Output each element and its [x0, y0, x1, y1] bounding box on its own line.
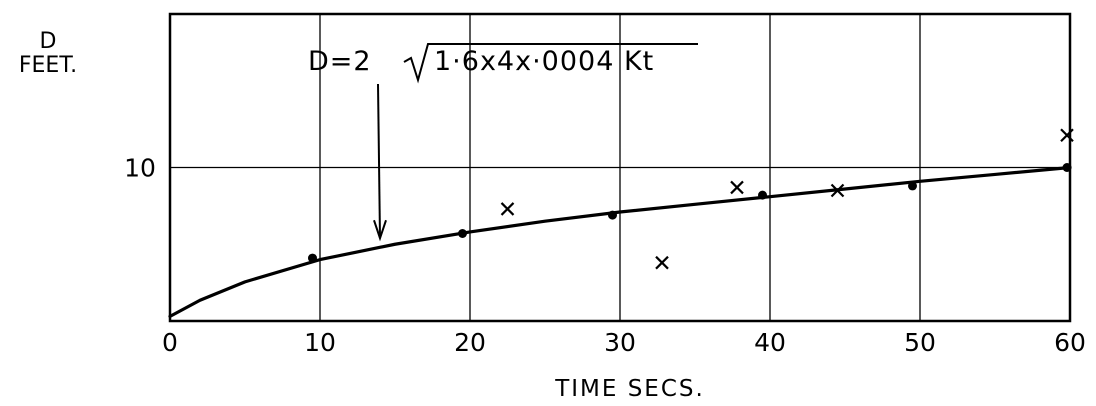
dot-point — [608, 210, 617, 220]
x-axis-label: TIME SECS. — [554, 376, 705, 402]
cross-point — [1060, 128, 1074, 143]
dot-points — [308, 163, 1072, 263]
dot-point — [758, 190, 767, 200]
y-axis-label-line: FEET. — [19, 53, 77, 78]
annotation-arrow-head — [373, 219, 387, 242]
formula-prefix: D=2 — [308, 46, 372, 77]
dot-point — [458, 229, 467, 239]
dot-point — [908, 181, 917, 191]
annotation-arrow — [377, 83, 381, 239]
fit-curve-line — [168, 165, 1072, 318]
formula-radical-sign — [403, 43, 698, 84]
formula-annotation: D=2 1·6x4x·0004 Kt — [308, 43, 698, 242]
y-tick-label: 10 — [124, 154, 156, 183]
cross-point — [830, 183, 845, 198]
grid — [170, 14, 1070, 321]
cross-point — [500, 202, 515, 216]
formula-radicand: 1·6x4x·0004 Kt — [434, 46, 654, 77]
cross-point — [730, 180, 744, 195]
x-tick-labels: 0 10 20 30 40 50 60 — [162, 328, 1086, 357]
y-tick-labels: 10 — [124, 154, 156, 183]
dot-point — [308, 253, 317, 263]
x-tick-label: 60 — [1054, 328, 1086, 357]
x-tick-label: 0 — [162, 328, 178, 357]
cross-points — [500, 128, 1074, 270]
x-tick-label: 20 — [454, 328, 486, 357]
y-axis-label-line: D — [40, 29, 57, 54]
x-tick-label: 30 — [604, 328, 636, 357]
x-tick-label: 50 — [904, 328, 936, 357]
cross-point — [655, 255, 669, 270]
x-tick-label: 40 — [754, 328, 786, 357]
x-tick-label: 10 — [304, 328, 336, 357]
fit-curve — [168, 165, 1072, 318]
dot-point — [1062, 163, 1072, 172]
